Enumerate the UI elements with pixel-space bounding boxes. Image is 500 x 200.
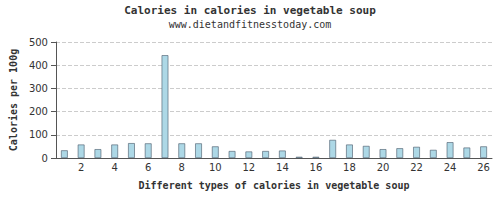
svg-text:400: 400 bbox=[29, 60, 48, 71]
svg-text:26: 26 bbox=[477, 162, 490, 173]
svg-text:10: 10 bbox=[209, 162, 222, 173]
svg-text:16: 16 bbox=[310, 162, 323, 173]
svg-text:Calories per 100g: Calories per 100g bbox=[8, 49, 19, 151]
svg-text:www.dietandfitnesstoday.com: www.dietandfitnesstoday.com bbox=[169, 19, 332, 30]
svg-text:2: 2 bbox=[78, 162, 84, 173]
svg-text:200: 200 bbox=[29, 106, 48, 117]
svg-text:20: 20 bbox=[377, 162, 390, 173]
svg-text:18: 18 bbox=[343, 162, 356, 173]
svg-text:24: 24 bbox=[444, 162, 457, 173]
svg-text:14: 14 bbox=[276, 162, 289, 173]
svg-text:4: 4 bbox=[111, 162, 117, 173]
svg-text:300: 300 bbox=[29, 83, 48, 94]
svg-text:0: 0 bbox=[42, 153, 48, 164]
svg-text:100: 100 bbox=[29, 129, 48, 140]
svg-text:8: 8 bbox=[179, 162, 185, 173]
svg-text:6: 6 bbox=[145, 162, 151, 173]
svg-text:500: 500 bbox=[29, 37, 48, 48]
svg-text:Different types of calories in: Different types of calories in vegetable… bbox=[139, 180, 410, 191]
svg-text:Calories in calories in vegeta: Calories in calories in vegetable soup bbox=[124, 4, 376, 17]
svg-text:22: 22 bbox=[410, 162, 423, 173]
svg-text:12: 12 bbox=[242, 162, 255, 173]
